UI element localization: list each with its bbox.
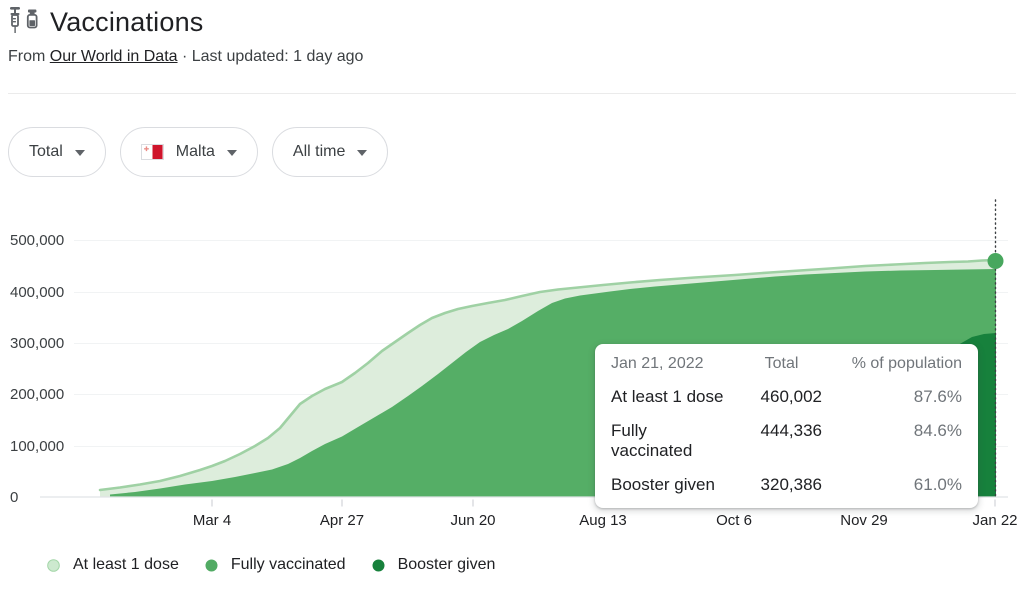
tooltip-row-total: 460,002 [760, 387, 822, 406]
vaccine-icon [10, 7, 38, 33]
y-axis-label: 400,000 [10, 283, 65, 301]
tooltip: Jan 21, 2022 Total % of population At le… [595, 344, 978, 508]
chevron-down-icon [226, 150, 237, 156]
malta-flag-icon [140, 144, 164, 160]
filter-range-label: All time [292, 143, 346, 160]
tooltip-row: Fully vaccinated 444,336 84.6% [611, 421, 962, 461]
filter-range-dropdown[interactable]: All time [271, 127, 389, 177]
filter-region-label: Malta [175, 143, 215, 160]
filter-total-label: Total [29, 143, 63, 160]
y-axis-label: 500,000 [10, 231, 65, 249]
filter-region-dropdown[interactable]: Malta [119, 127, 258, 177]
tooltip-row-total: 444,336 [760, 421, 822, 440]
x-axis-label: Oct 6 [716, 512, 752, 529]
legend-dot-icon [205, 559, 218, 571]
gridline-500k: 500,000 [10, 230, 1008, 250]
legend: At least 1 dose Fully vaccinated Booster… [47, 556, 495, 574]
page-title: Vaccinations [50, 6, 204, 37]
header: Vaccinations [8, 6, 203, 38]
x-axis-label: Jan 22 [972, 512, 1018, 529]
chevron-down-icon [74, 150, 85, 156]
y-axis-label: 100,000 [10, 437, 65, 455]
tooltip-row-total: 320,386 [760, 475, 822, 494]
y-axis-label: 300,000 [10, 334, 65, 352]
legend-item-at-least-1-dose: At least 1 dose [47, 556, 179, 574]
legend-dot-icon [372, 559, 385, 571]
legend-label: Booster given [397, 556, 496, 573]
line-at-least-1-dose [98, 258, 998, 492]
hover-marker [987, 253, 1004, 269]
x-axis-label: Nov 29 [840, 512, 888, 529]
filter-bar: Total Malta All time [8, 127, 389, 177]
tooltip-row-pct: 84.6% [913, 421, 962, 440]
x-axis-label: Aug 13 [579, 512, 627, 529]
tooltip-col-pct: % of population [851, 355, 962, 372]
tooltip-row: Booster given 320,386 61.0% [611, 475, 962, 495]
tooltip-col-total: Total [764, 355, 799, 372]
legend-label: At least 1 dose [73, 556, 179, 573]
tooltip-row-pct: 87.6% [913, 387, 962, 406]
vaccinations-chart: 500,000 400,000 300,000 200,000 100,000 … [0, 190, 1024, 545]
tooltip-row: At least 1 dose 460,002 87.6% [611, 387, 962, 407]
tooltip-row-label: Booster given [611, 475, 715, 494]
tooltip-row-label: Fully vaccinated [611, 421, 693, 460]
tooltip-row-pct: 61.0% [913, 475, 962, 494]
chevron-down-icon [357, 150, 368, 156]
tooltip-date: Jan 21, 2022 [611, 355, 704, 372]
x-axis-label: Mar 4 [192, 512, 232, 529]
source-prefix: From [8, 48, 46, 65]
x-axis-label: Apr 27 [319, 512, 365, 529]
filter-total-dropdown[interactable]: Total [8, 127, 106, 177]
tooltip-header: Jan 21, 2022 Total % of population [611, 355, 962, 373]
source-line: From Our World in Data · Last updated: 1… [8, 48, 363, 66]
y-axis-label: 0 [10, 488, 19, 506]
gridline-0: 0 [10, 487, 1008, 507]
legend-item-fully-vaccinated: Fully vaccinated [205, 556, 346, 574]
legend-dot-icon [47, 558, 60, 572]
legend-item-booster-given: Booster given [372, 556, 496, 574]
divider [8, 93, 1016, 94]
source-link[interactable]: Our World in Data [49, 48, 178, 65]
tooltip-row-label: At least 1 dose [611, 387, 724, 406]
y-axis-label: 200,000 [10, 385, 65, 403]
x-axis-label: Jun 20 [450, 512, 496, 529]
last-updated: · Last updated: 1 day ago [181, 48, 364, 65]
legend-label: Fully vaccinated [230, 556, 346, 573]
